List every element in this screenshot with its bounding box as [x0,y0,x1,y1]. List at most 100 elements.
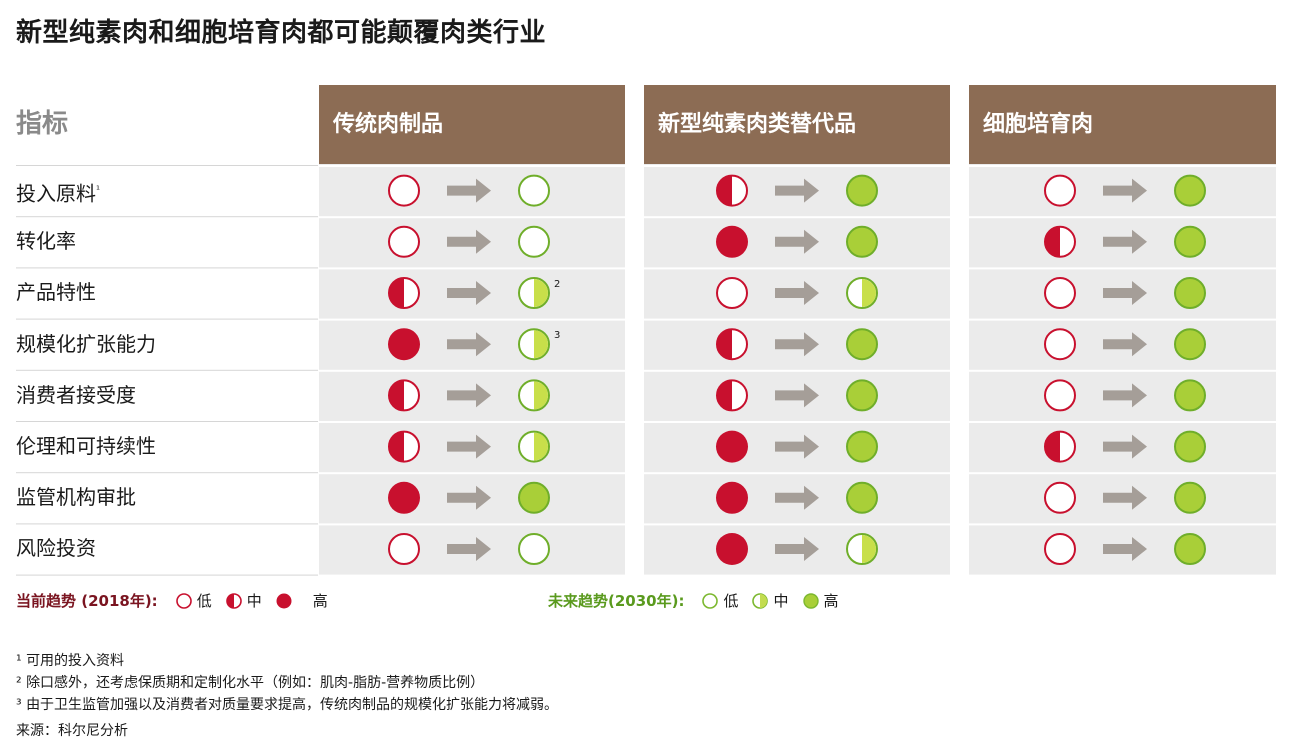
rating-current-mid [1044,430,1076,463]
rating-future-high [518,481,550,514]
row-label-footnote-mark: ¹ [96,185,101,196]
trend-arrow-icon [775,178,819,203]
trend-arrow-icon [447,332,491,357]
rating-future-high [846,225,878,258]
row-label: 产品特性 [16,280,96,305]
rating-current-high [716,481,748,514]
source-note: 来源：科尔尼分析 [16,723,128,739]
legend-future-title: 未来趋势(2030年): [548,592,685,610]
rating-future-high [1174,174,1206,207]
column-header-traditional: 传统肉制品 [319,85,625,164]
trend-arrow-icon [1103,383,1147,408]
rating-current-low [388,174,420,207]
rating-current-low [1044,481,1076,514]
legend-future-low: 低 [723,592,739,610]
rating-current-low [1044,533,1076,565]
rating-future-high [1174,481,1206,514]
row-label: 风险投资 [16,536,96,561]
legend-current-mid-icon [225,592,242,609]
rating-current-mid [716,328,748,361]
row-label: 消费者接受度 [16,382,136,407]
trend-arrow-icon [447,281,491,305]
legend-future-high: 高 [823,592,839,610]
legend-future-mid: 中 [773,592,789,610]
rating-current-high [716,533,748,565]
rating-future-mid [518,277,550,309]
trend-arrow-icon [447,434,491,459]
chart-title: 新型纯素肉和细胞培育肉都可能颠覆肉类行业 [16,18,547,48]
rating-future-low [518,174,550,207]
rating-future-high [846,174,878,207]
rating-current-high [716,225,748,258]
rating-future-high [846,379,878,412]
trend-arrow-icon [775,485,819,510]
rating-future-high [1174,328,1206,361]
rating-future-high [1174,379,1206,412]
rating-current-low [1044,379,1076,412]
trend-arrow-icon [447,485,491,510]
trend-arrow-icon [775,229,819,254]
row-label: 规模化扩张能力 [16,331,156,356]
legend-future-low-icon [702,592,719,609]
legend-current-high: 高 [312,592,328,610]
column-header-cultured: 细胞培育肉 [969,85,1276,164]
row-label: 转化率 [16,229,76,254]
rating-future-high [846,328,878,361]
legend-current-title: 当前趋势 (2018年): [16,592,158,610]
trend-arrow-icon [447,383,491,408]
rating-current-high [388,481,420,514]
rating-current-low [716,277,748,309]
column-header-plant-based: 新型纯素肉类替代品 [644,85,950,164]
rating-current-low [1044,328,1076,361]
trend-arrow-icon [1103,332,1147,357]
rating-future-high [1174,430,1206,463]
rating-future-high [846,430,878,463]
footnote-1: ¹ 可用的投入资料 [16,653,125,669]
metric-header: 指标 [16,109,69,139]
trend-arrow-icon [775,537,819,561]
rating-current-low [388,225,420,258]
legend-current-mid: 中 [246,592,262,610]
trend-arrow-icon [1103,178,1147,203]
rating-future-mid [846,277,878,309]
trend-arrow-icon [1103,434,1147,459]
legend-future-mid-icon [752,592,769,609]
legend-current: 当前趋势 (2018年): 低 中 高 [16,590,334,611]
rating-current-mid [716,379,748,412]
trend-arrow-icon [1103,485,1147,510]
legend-current-high-icon [276,593,292,608]
trend-arrow-icon [447,229,491,254]
mark-footnote: 2 [554,279,560,290]
rating-future-high [1174,277,1206,309]
rating-future-mid [846,533,878,565]
rating-current-high [716,430,748,463]
footnote-3: ³ 由于卫生监管加强以及消费者对质量要求提高，传统肉制品的规模化扩张能力将减弱。 [16,697,559,713]
rating-current-mid [388,379,420,412]
rating-future-low [518,225,550,258]
trend-arrow-icon [447,537,491,561]
trend-arrow-icon [775,434,819,459]
row-label: 投入原料¹ [16,181,101,206]
legend-current-low: 低 [196,592,212,610]
trend-arrow-icon [447,178,491,203]
rating-current-mid [388,277,420,309]
legend-current-low-icon [175,592,192,609]
rating-future-high [846,481,878,514]
trend-arrow-icon [775,281,819,305]
rating-future-mid [518,328,550,361]
rating-future-high [1174,533,1206,565]
rating-current-low [1044,174,1076,207]
rating-current-high [388,328,420,361]
rating-current-low [1044,277,1076,309]
trend-arrow-icon [775,332,819,357]
mark-footnote: 3 [554,330,560,341]
row-label: 监管机构审批 [16,485,136,510]
row-label: 伦理和可持续性 [16,434,156,458]
rating-future-high [1174,225,1206,258]
footnote-2: ² 除口感外，还考虑保质期和定制化水平（例如：肌肉-脂肪-营养物质比例） [16,675,485,691]
rating-current-mid [716,174,748,207]
trend-arrow-icon [775,383,819,408]
rating-future-mid [518,379,550,412]
rating-future-low [518,533,550,565]
